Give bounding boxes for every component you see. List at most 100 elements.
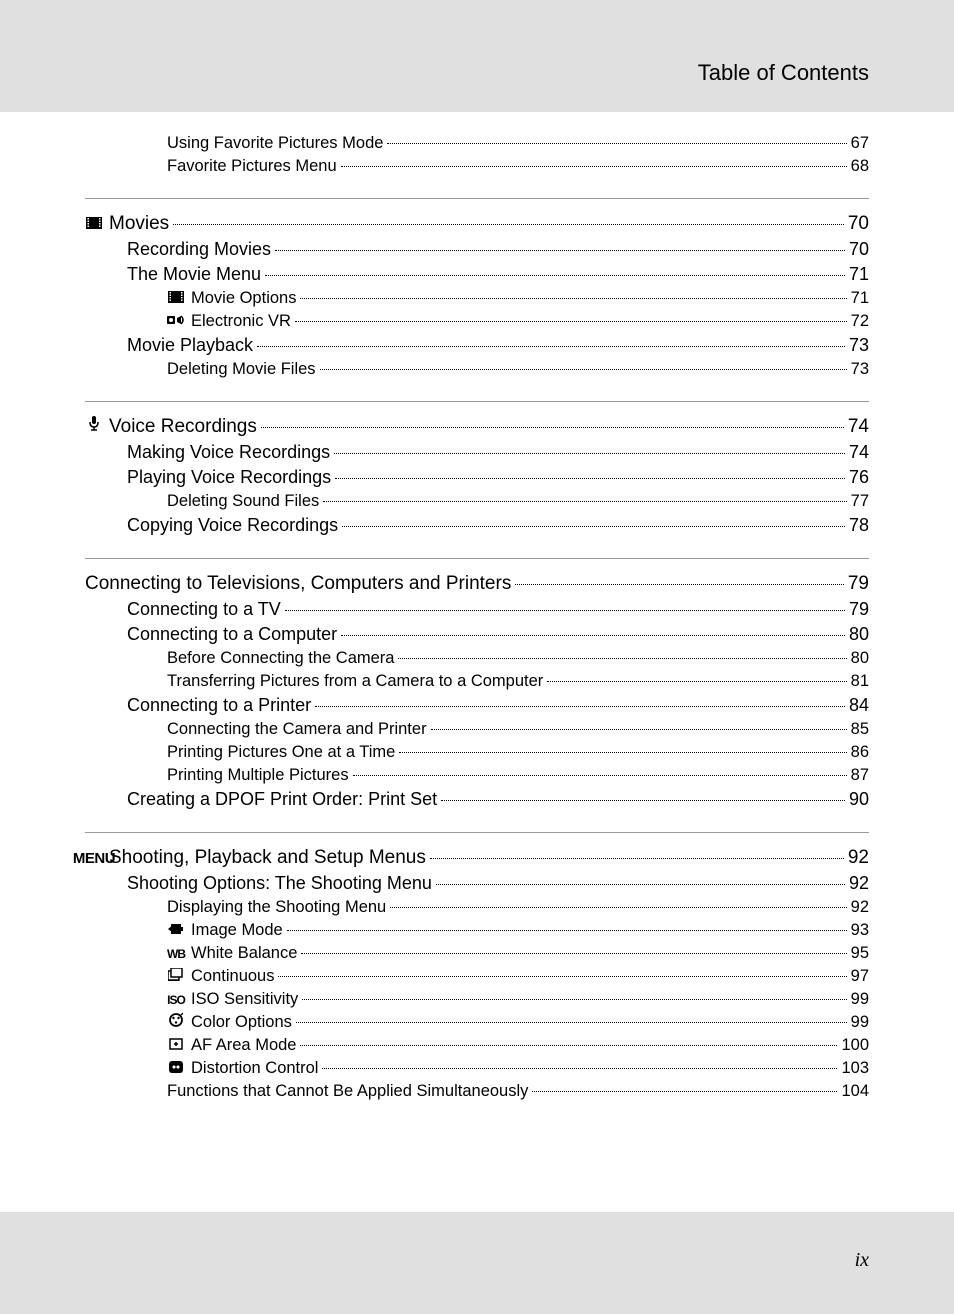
toc-entry-label: Electronic VR: [167, 312, 291, 331]
toc-entry[interactable]: ISOISO Sensitivity99: [85, 990, 869, 1009]
toc-entry-page: 100: [841, 1036, 869, 1055]
toc-entry[interactable]: Movies70: [85, 213, 869, 235]
toc-entry-label: Color Options: [167, 1013, 292, 1032]
dot-leader: [322, 1068, 837, 1069]
toc-entry[interactable]: The Movie Menu71: [85, 264, 869, 285]
toc-entry[interactable]: Continuous 97: [85, 967, 869, 986]
toc-entry[interactable]: Functions that Cannot Be Applied Simulta…: [85, 1082, 869, 1101]
toc-entry[interactable]: Deleting Movie Files73: [85, 360, 869, 379]
toc-entry-page: 95: [851, 944, 869, 963]
toc-entry[interactable]: Printing Multiple Pictures87: [85, 766, 869, 785]
toc-entry[interactable]: Image Mode93: [85, 921, 869, 940]
toc-entry-text: Printing Pictures One at a Time: [167, 743, 395, 762]
toc-entry-page: 80: [851, 649, 869, 668]
toc-entry[interactable]: Shooting Options: The Shooting Menu92: [85, 873, 869, 894]
toc-entry-label: Voice Recordings: [85, 416, 257, 438]
toc-entry-text: Functions that Cannot Be Applied Simulta…: [167, 1082, 528, 1101]
toc-entry[interactable]: Movie Options71: [85, 289, 869, 308]
section-divider: [85, 198, 869, 199]
toc-entry-text: Movie Options: [191, 289, 296, 308]
toc-entry-label: Shooting Options: The Shooting Menu: [127, 873, 432, 894]
dot-leader: [532, 1091, 837, 1092]
toc-entry[interactable]: Playing Voice Recordings76: [85, 467, 869, 488]
dot-leader: [287, 930, 847, 931]
toc-entry-label: Displaying the Shooting Menu: [167, 898, 386, 917]
toc-entry-text: Creating a DPOF Print Order: Print Set: [127, 789, 437, 810]
toc-entry-label: Copying Voice Recordings: [127, 515, 338, 536]
page-header: Table of Contents: [0, 0, 954, 112]
toc-entry-page: 97: [851, 967, 869, 986]
dot-leader: [300, 1045, 837, 1046]
toc-entry-page: 78: [849, 515, 869, 536]
toc-entry[interactable]: Making Voice Recordings74: [85, 442, 869, 463]
toc-entry-text: Continuous: [191, 967, 274, 986]
dot-leader: [436, 884, 845, 885]
toc-entry-text: Voice Recordings: [109, 416, 257, 438]
toc-entry[interactable]: Electronic VR72: [85, 312, 869, 331]
toc-entry[interactable]: Connecting to a TV79: [85, 599, 869, 620]
toc-entry-page: 99: [851, 1013, 869, 1032]
toc-entry-text: Shooting Options: The Shooting Menu: [127, 873, 432, 894]
toc-entry-label: Connecting the Camera and Printer: [167, 720, 427, 739]
page-root: Table of Contents Using Favorite Picture…: [0, 0, 954, 1314]
toc-entry-label: Creating a DPOF Print Order: Print Set: [127, 789, 437, 810]
toc-entry-label: Before Connecting the Camera: [167, 649, 394, 668]
toc-entry[interactable]: WBWhite Balance95: [85, 944, 869, 963]
dot-leader: [302, 999, 846, 1000]
toc-entry-text: Copying Voice Recordings: [127, 515, 338, 536]
toc-entry[interactable]: Connecting to a Computer80: [85, 624, 869, 645]
dot-leader: [398, 658, 846, 659]
toc-entry[interactable]: Distortion Control103: [85, 1059, 869, 1078]
section-divider: [85, 558, 869, 559]
toc-entry[interactable]: Transferring Pictures from a Camera to a…: [85, 672, 869, 691]
toc-entry[interactable]: Displaying the Shooting Menu92: [85, 898, 869, 917]
toc-entry-page: 74: [849, 442, 869, 463]
toc-entry[interactable]: Connecting the Camera and Printer85: [85, 720, 869, 739]
toc-entry[interactable]: Creating a DPOF Print Order: Print Set90: [85, 789, 869, 810]
dot-leader: [387, 143, 846, 144]
toc-entry[interactable]: MENUShooting, Playback and Setup Menus92: [85, 847, 869, 869]
toc-entry[interactable]: Color Options 99: [85, 1013, 869, 1032]
toc-entry-label: Connecting to a Computer: [127, 624, 337, 645]
dot-leader: [315, 706, 845, 707]
toc-entry-label: Functions that Cannot Be Applied Simulta…: [167, 1082, 528, 1101]
dot-leader: [265, 275, 845, 276]
toc-entry-text: Playing Voice Recordings: [127, 467, 331, 488]
toc-entry[interactable]: Voice Recordings74: [85, 416, 869, 438]
toc-entry[interactable]: Recording Movies70: [85, 239, 869, 260]
afarea-icon: [167, 1037, 185, 1051]
toc-entry[interactable]: Movie Playback73: [85, 335, 869, 356]
toc-entry-text: Movies: [109, 213, 169, 235]
dot-leader: [334, 453, 845, 454]
toc-entry[interactable]: AF Area Mode100: [85, 1036, 869, 1055]
toc-entry-text: Shooting, Playback and Setup Menus: [109, 847, 426, 869]
toc-entry-page: 71: [849, 264, 869, 285]
dot-leader: [399, 752, 846, 753]
menu-icon: MENU: [85, 852, 103, 866]
toc-entry[interactable]: Before Connecting the Camera 80: [85, 649, 869, 668]
toc-entry-page: 84: [849, 695, 869, 716]
toc-entry-page: 73: [849, 335, 869, 356]
toc-entry-page: 99: [851, 990, 869, 1009]
toc-entry[interactable]: Connecting to a Printer84: [85, 695, 869, 716]
toc-entry-page: 77: [851, 492, 869, 511]
toc-entry[interactable]: Copying Voice Recordings 78: [85, 515, 869, 536]
dot-leader: [430, 858, 844, 859]
toc-entry-label: Movie Options: [167, 289, 296, 308]
toc-entry-text: Favorite Pictures Menu: [167, 157, 337, 176]
dot-leader: [342, 526, 845, 527]
toc-entry[interactable]: Printing Pictures One at a Time86: [85, 743, 869, 762]
toc-entry[interactable]: Connecting to Televisions, Computers and…: [85, 573, 869, 595]
section-divider: [85, 832, 869, 833]
toc-entry[interactable]: Favorite Pictures Menu 68: [85, 157, 869, 176]
toc-entry[interactable]: Using Favorite Pictures Mode67: [85, 134, 869, 153]
toc-entry-page: 68: [851, 157, 869, 176]
dot-leader: [323, 501, 846, 502]
toc-entry-label: Deleting Sound Files: [167, 492, 319, 511]
toc-entry-text: Deleting Movie Files: [167, 360, 316, 379]
toc-entry-label: Image Mode: [167, 921, 283, 940]
toc-entry-text: ISO Sensitivity: [191, 990, 298, 1009]
movie-icon: [85, 216, 103, 230]
toc-entry[interactable]: Deleting Sound Files 77: [85, 492, 869, 511]
toc-entry-label: Distortion Control: [167, 1059, 318, 1078]
